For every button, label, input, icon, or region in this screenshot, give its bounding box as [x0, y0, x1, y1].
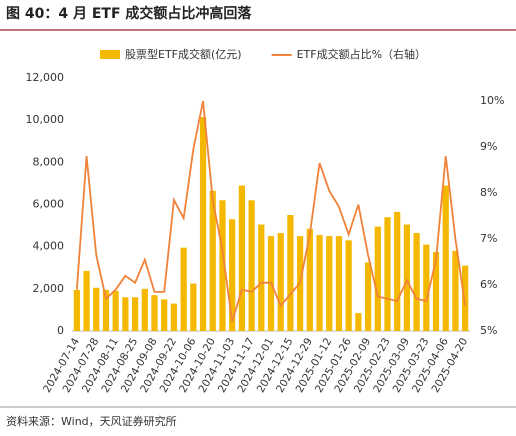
y-tick-label: 8,000: [33, 155, 65, 168]
y2-tick-label: 6%: [480, 278, 497, 291]
bar: [219, 200, 226, 331]
bar: [287, 215, 294, 331]
bar: [432, 251, 440, 331]
bar: [384, 217, 391, 331]
bar: [335, 236, 343, 331]
bar: [316, 235, 323, 331]
y2-tick-label: 10%: [480, 94, 504, 107]
y-tick-label: 2,000: [33, 282, 65, 295]
bar: [248, 200, 255, 331]
y2-tick-label: 8%: [480, 186, 497, 199]
bar: [161, 299, 168, 331]
bar: [326, 236, 333, 331]
bar: [199, 117, 207, 331]
bar: [277, 232, 284, 331]
bar: [122, 297, 129, 331]
bar: [413, 232, 420, 331]
y-tick-label: 6,000: [33, 198, 65, 211]
bar: [209, 190, 216, 331]
bar: [462, 265, 469, 331]
y2-tick-label: 9%: [480, 140, 497, 153]
bar: [112, 290, 119, 331]
bar: [306, 228, 313, 331]
bar: [258, 224, 265, 331]
bar: [151, 295, 158, 331]
bar: [83, 270, 90, 331]
bar: [180, 247, 187, 331]
source-note: 资料来源：Wind，天风证券研究所: [6, 414, 177, 428]
y-tick-label: 10,000: [26, 113, 65, 126]
bar: [394, 211, 401, 331]
legend-label: ETF成交额占比%（右轴）: [297, 47, 426, 61]
bar: [131, 297, 139, 331]
bar: [238, 185, 245, 331]
y2-tick-label: 7%: [480, 232, 497, 245]
y-tick-label: 0: [57, 324, 64, 337]
y-tick-label: 12,000: [26, 71, 65, 84]
bar: [170, 303, 178, 331]
bar: [190, 283, 197, 331]
bar: [355, 313, 362, 331]
bar: [374, 226, 381, 331]
bar: [102, 289, 110, 331]
bar: [403, 224, 411, 331]
line: [75, 100, 467, 323]
y2-tick-label: 5%: [480, 324, 497, 337]
bar: [452, 250, 459, 331]
bar: [345, 240, 352, 331]
bar: [423, 244, 430, 331]
legend-swatch: [100, 50, 120, 59]
bar: [73, 289, 80, 331]
legend-label: 股票型ETF成交额(亿元): [125, 47, 242, 61]
bar: [141, 288, 148, 331]
bar: [364, 262, 372, 331]
chart-title: 图 40：4 月 ETF 成交额占比冲高回落: [6, 5, 252, 22]
bar: [93, 287, 100, 331]
bar: [442, 185, 449, 331]
y-tick-label: 4,000: [33, 240, 65, 253]
bar: [229, 219, 236, 331]
